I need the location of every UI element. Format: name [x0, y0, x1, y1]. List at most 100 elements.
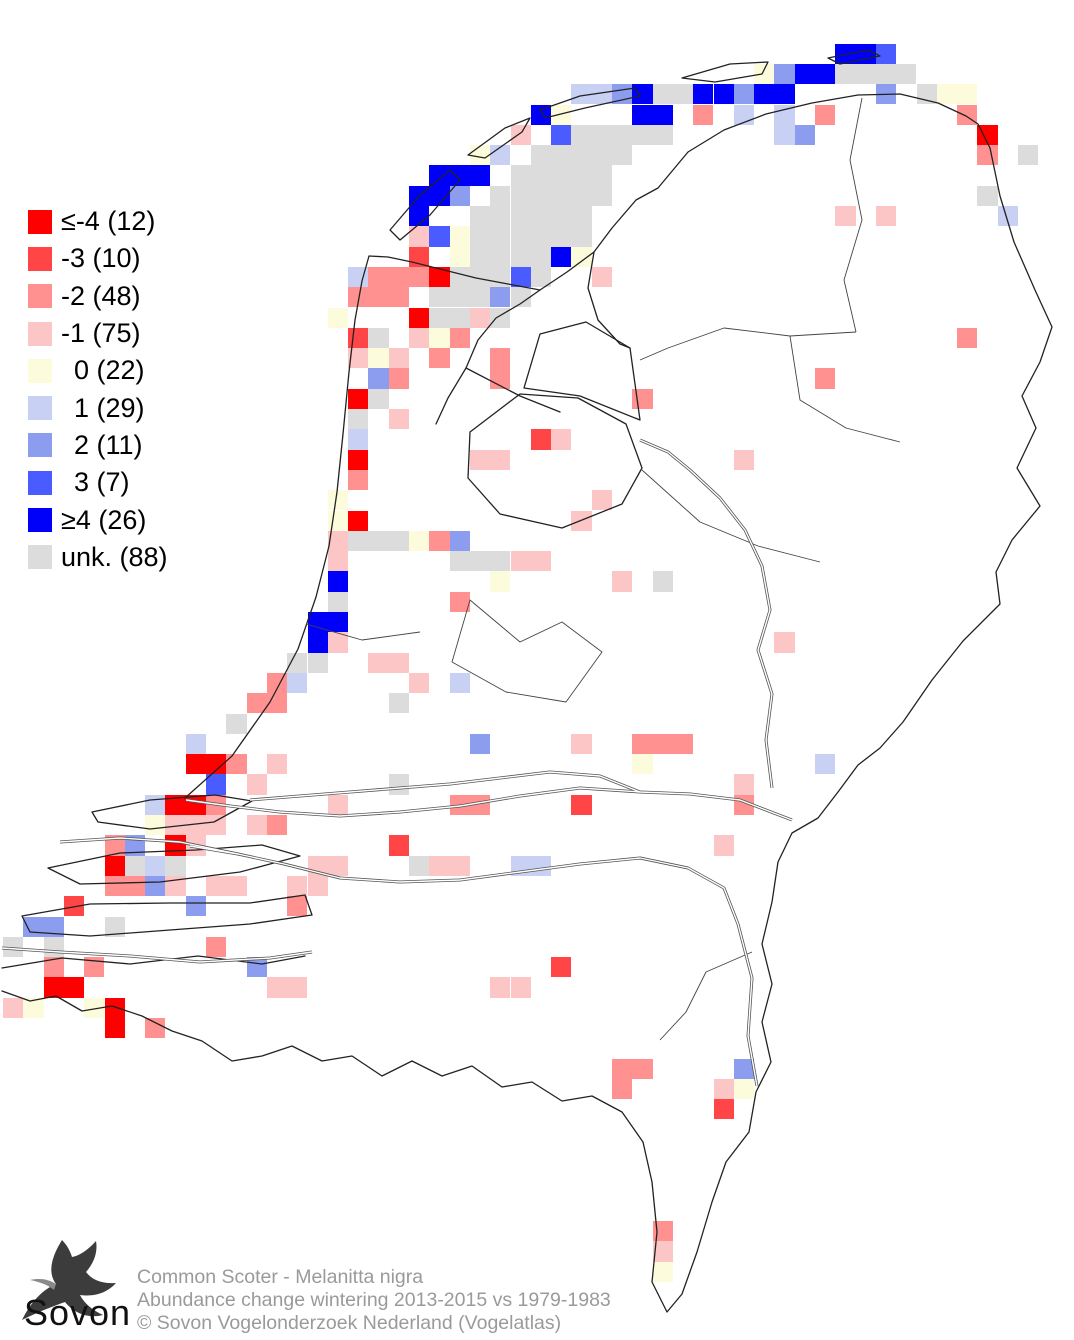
grid-cell [916, 84, 937, 105]
grid-cell [713, 1099, 734, 1120]
grid-cell [530, 855, 552, 876]
grid-cell [835, 63, 856, 85]
grid-cell [104, 1018, 125, 1039]
grid-cell [246, 815, 267, 836]
grid-cell [490, 449, 511, 470]
grid-cell [632, 733, 653, 755]
grid-cell [490, 287, 511, 308]
legend: ≤-4 (12) -3 (10) -2 (48) -1 (75) 0 (22) 1 (29… [28, 203, 168, 576]
grid-cell [713, 835, 734, 856]
grid-cell [469, 206, 491, 227]
grid-cell [774, 124, 795, 146]
grid-cell [368, 287, 389, 308]
grid-cell [469, 307, 491, 328]
grid-cell [875, 43, 897, 64]
grid-cell [713, 1078, 734, 1100]
grid-cell [449, 185, 470, 206]
grid-cell [145, 855, 166, 876]
grid-cell [226, 713, 247, 734]
grid-cell [490, 185, 511, 206]
grid-cell [652, 733, 673, 755]
grid-cell [551, 124, 572, 146]
grid-cell [368, 388, 389, 409]
species-title: Common Scoter - Melanitta nigra [137, 1266, 424, 1288]
grid-cell [84, 997, 105, 1018]
legend-label: 0 (22) [74, 355, 145, 386]
grid-cell [165, 815, 186, 836]
grid-cell [571, 733, 592, 755]
grid-cell [733, 84, 755, 105]
grid-cell [409, 226, 430, 247]
grid-cell [571, 145, 592, 166]
grid-cell [307, 855, 328, 876]
legend-item: 1 (29) [28, 389, 168, 426]
grid-cell [1018, 145, 1039, 166]
grid-cell [469, 165, 491, 186]
grid-cell [510, 246, 531, 267]
legend-item: unk. (88) [28, 539, 168, 576]
grid-cell [551, 429, 572, 450]
grid-cell [124, 875, 146, 897]
grid-cell [449, 307, 470, 328]
grid-cell [490, 551, 511, 572]
grid-cell [490, 206, 511, 227]
grid-cell [429, 327, 450, 349]
grid-cell [733, 449, 755, 470]
grid-cell [957, 327, 978, 349]
grid-cell [754, 84, 775, 105]
grid-cell [551, 185, 572, 206]
grid-cell [348, 327, 369, 349]
grid-cell [266, 672, 288, 694]
grid-cell [327, 510, 349, 531]
legend-swatch [28, 358, 52, 383]
grid-cell [104, 835, 125, 856]
grid-cell [327, 551, 349, 572]
grid-cell [449, 530, 470, 552]
grid-cell [510, 185, 531, 206]
legend-swatch [28, 545, 52, 570]
grid-cell [63, 896, 85, 917]
grid-cell [409, 185, 430, 206]
grid-cell [429, 226, 450, 247]
legend-swatch [28, 433, 52, 458]
grid-cell [774, 63, 795, 85]
grid-cell [43, 977, 64, 998]
grid-cell [490, 368, 511, 389]
grid-cell [185, 754, 206, 775]
grid-cell [165, 835, 186, 856]
grid-cell [490, 307, 511, 328]
grid-cell [510, 551, 531, 572]
grid-cell [510, 287, 531, 308]
grid-cell [530, 206, 552, 227]
grid-cell [530, 226, 552, 247]
grid-cell [185, 733, 206, 755]
grid-cell [794, 124, 815, 146]
grid-cell [612, 145, 633, 166]
grid-cell [165, 794, 186, 815]
grid-cell [348, 429, 369, 450]
grid-cell [266, 693, 288, 714]
grid-cell [368, 266, 389, 288]
grid-cell [693, 84, 714, 105]
grid-cell [551, 957, 572, 978]
grid-cell [388, 287, 409, 308]
grid-cell [124, 855, 146, 876]
grid-cell [388, 368, 409, 389]
grid-cell [469, 733, 491, 755]
grid-cell [206, 794, 227, 815]
grid-cell [530, 185, 552, 206]
grid-cell [632, 388, 653, 409]
grid-cell [206, 815, 227, 836]
grid-cell [733, 774, 755, 795]
grid-cell [632, 84, 653, 105]
grid-cell [977, 145, 998, 166]
grid-cell [815, 104, 836, 125]
grid-cell [409, 307, 430, 328]
grid-cell [510, 226, 531, 247]
grid-cell [591, 145, 612, 166]
legend-item: -3 (10) [28, 240, 168, 277]
grid-cell [429, 287, 450, 308]
grid-cell [510, 124, 531, 146]
